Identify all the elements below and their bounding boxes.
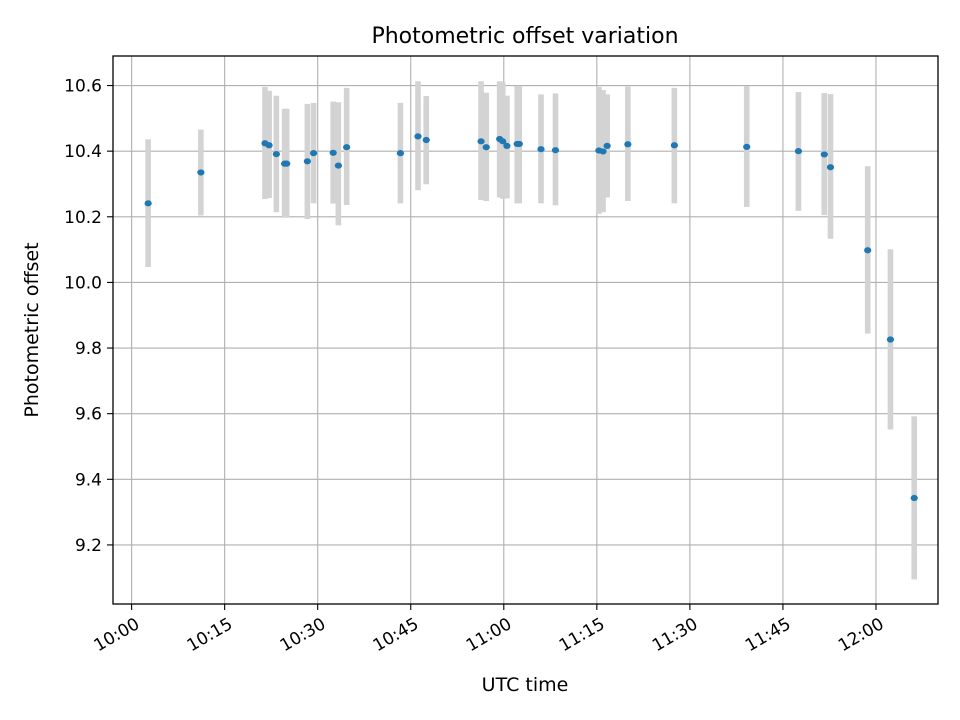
data-point (334, 162, 342, 169)
grid-layer (113, 56, 938, 604)
data-point (551, 147, 560, 154)
data-point (599, 148, 607, 155)
y-tick-label: 9.6 (75, 405, 102, 425)
data-point (309, 150, 318, 157)
plot-area-background (113, 56, 938, 604)
data-point (197, 169, 205, 176)
data-point (303, 158, 311, 165)
data-point (624, 141, 632, 148)
data-point (603, 142, 611, 150)
data-point (422, 136, 430, 144)
data-point (482, 144, 490, 151)
y-tick-label: 10.0 (64, 273, 102, 293)
data-point (910, 494, 918, 502)
data-point (343, 144, 351, 151)
data-point (503, 142, 511, 150)
y-tick-label: 10.2 (64, 208, 102, 228)
data-point (144, 200, 152, 207)
data-point (499, 138, 507, 145)
y-tick-label: 9.4 (75, 470, 102, 490)
data-point (537, 146, 545, 153)
x-axis-label: UTC time (482, 674, 569, 696)
data-point (396, 150, 405, 157)
data-point (886, 336, 895, 343)
data-point (414, 133, 422, 140)
chart-title: Photometric offset variation (371, 24, 678, 49)
y-tick-label: 9.2 (75, 536, 102, 556)
data-point (329, 149, 337, 156)
data-point (477, 138, 485, 145)
data-point (820, 151, 828, 158)
plot-area-frame (112, 55, 939, 605)
data-point (272, 151, 280, 158)
y-tick-label: 10.6 (64, 77, 102, 97)
data-point (265, 142, 273, 149)
data-point (670, 142, 678, 149)
point-layer (144, 133, 918, 502)
data-point (864, 247, 872, 254)
data-point (826, 164, 835, 171)
data-point (743, 143, 751, 150)
y-axis-label: Photometric offset (21, 242, 43, 417)
data-point (283, 160, 291, 167)
data-point (794, 148, 803, 155)
y-tick-label: 9.8 (75, 339, 102, 359)
data-point (515, 140, 523, 148)
y-tick-label: 10.4 (64, 142, 102, 162)
